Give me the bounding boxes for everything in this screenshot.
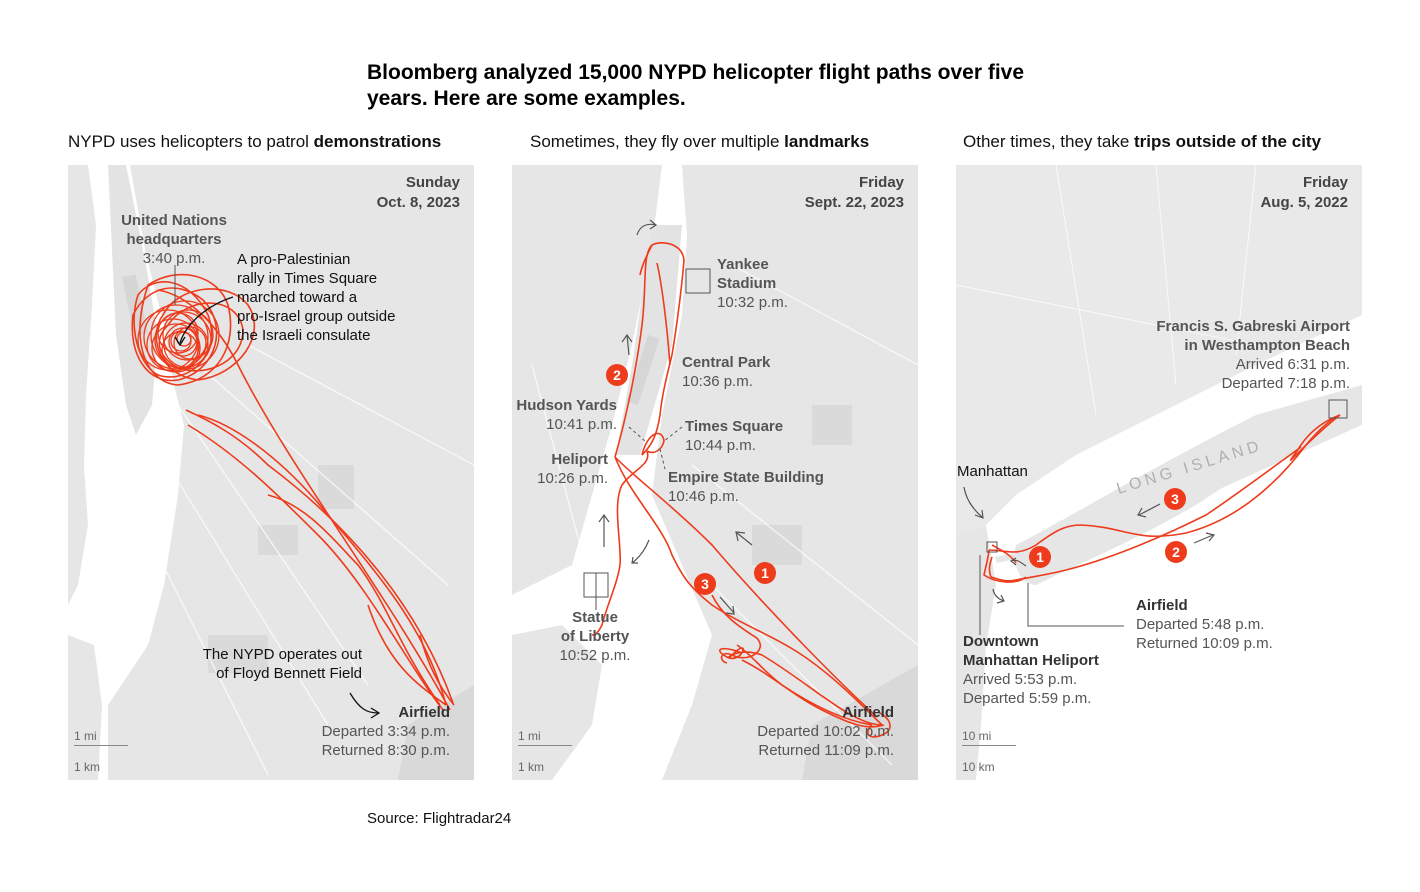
label-yankee-stadium: Yankee Stadium 10:32 p.m. [717,256,788,311]
label-airfield: Airfield Departed 5:48 p.m. Returned 10:09… [1136,597,1273,652]
map-panel-trips: Friday Aug. 5, 2022 Francis S. Gabreski A… [956,165,1362,780]
panel-3-date: Friday Aug. 5, 2022 [1260,174,1348,211]
headline: Bloomberg analyzed 15,000 NYPD helicopte… [367,61,1025,110]
label-airfield: Airfield Departed 10:02 p.m. Returned 11:0… [757,704,894,759]
scale-bar: 10 mi 10 km [962,729,1016,774]
badge-leg-2: 2 [606,364,628,386]
map-base [68,165,474,780]
badge-leg-2: 2 [1165,541,1187,563]
label-airfield: Airfield Departed 3:34 p.m. Returned 8:30 … [321,704,450,759]
map-base [512,165,918,780]
label-times-square: Times Square 10:44 p.m. [685,418,784,454]
label-downtown-heliport: Downtown Manhattan Heliport Arrived 5:53 p… [963,633,1099,707]
label-central-park: Central Park 10:36 p.m. [682,354,771,390]
label-manhattan: Manhattan [957,463,1028,480]
label-gabreski-airport: Francis S. Gabreski Airport in Westhampto… [1156,318,1350,392]
label-heliport: Heliport 10:26 p.m. [537,451,608,487]
label-statue-of-liberty: Statue of Liberty 10:52 p.m. [559,609,631,664]
source-note: Source: Flightradar24 [367,810,512,827]
label-nypd-base: The NYPD operates out of Floyd Bennett Fi… [202,646,362,682]
label-empire-state-building: Empire State Building 10:46 p.m. [668,469,824,505]
panel-2-subtitle: Sometimes, they fly over multiple landma… [530,132,870,151]
scale-bar: 1 mi 1 km [74,729,128,774]
badge-leg-3: 3 [694,573,716,595]
panel-1-subtitle: NYPD uses helicopters to patrol demonstr… [68,132,442,151]
panel-3-subtitle: Other times, they take trips outside of … [963,132,1322,151]
map-panel-landmarks: Friday Sept. 22, 2023 Yankee Stadium 10:32 … [512,165,918,780]
label-hudson-yards: Hudson Yards 10:41 p.m. [516,397,617,433]
panel-2-date: Friday Sept. 22, 2023 [804,174,904,211]
panel-1-date: Sunday Oct. 8, 2023 [376,174,460,211]
label-un-hq: United Nations headquarters 3:40 p.m. [121,212,227,267]
label-rally: A pro-Palestinian rally in Times Square ma… [237,251,396,344]
badge-leg-1: 1 [754,562,776,584]
scale-bar: 1 mi 1 km [518,729,572,774]
badge-leg-3: 3 [1164,488,1186,510]
map-base [956,165,1362,780]
badge-leg-1: 1 [1029,546,1051,568]
map-panel-demonstrations: Sunday Oct. 8, 2023 United Nations headqua… [68,165,474,780]
